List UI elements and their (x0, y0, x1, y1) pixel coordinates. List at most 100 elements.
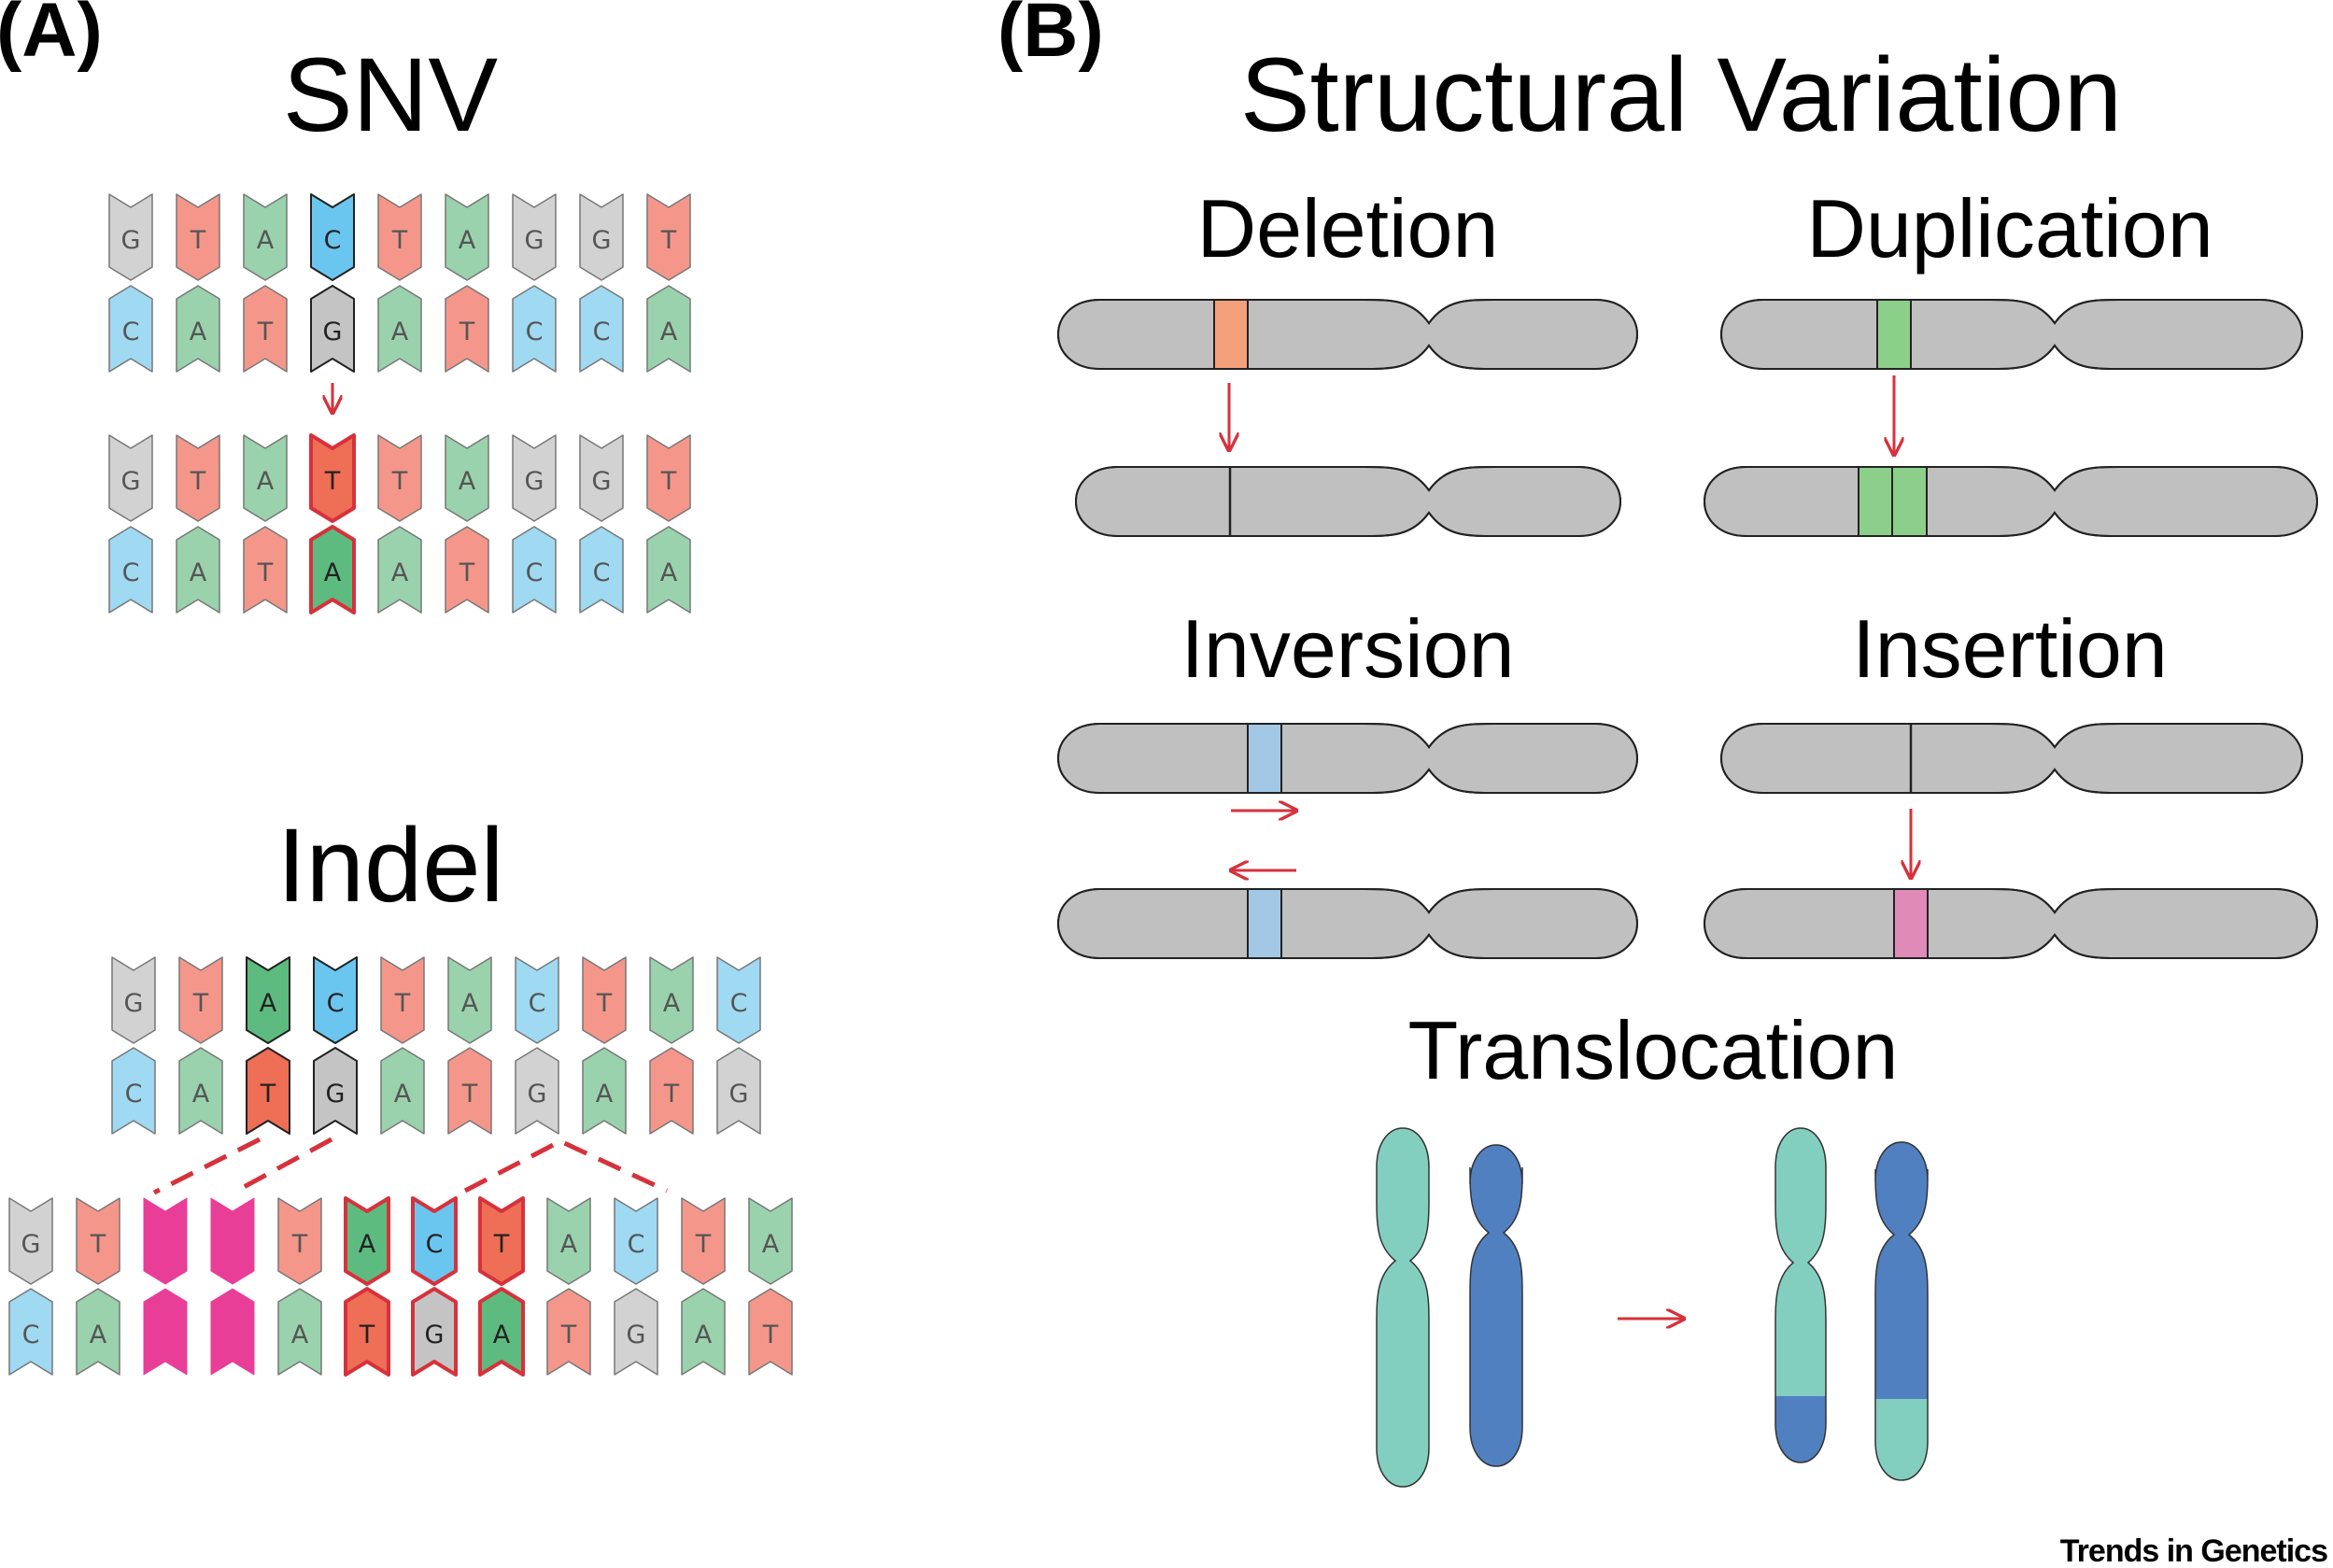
nucleotide-bottom: A (309, 525, 356, 614)
insertion-label: Insertion (1852, 602, 2168, 695)
nucleotide-bottom: A (380, 1047, 425, 1135)
nucleotide-letter: A (459, 467, 476, 496)
nucleotide-letter: A (291, 1321, 309, 1349)
nucleotide-letter: A (695, 1321, 713, 1349)
nucleotide-top: T (478, 1196, 525, 1286)
nucleotide-top: A (445, 434, 489, 522)
nucleotide-letter: G (326, 1080, 346, 1109)
nucleotide-letter: A (660, 558, 678, 587)
nucleotide-top: T (582, 956, 627, 1044)
nucleotide-bottom: G (313, 1047, 358, 1135)
nucleotide-letter: T (461, 1080, 478, 1109)
structural-variant-chromosomes (1057, 299, 2318, 959)
nucleotide-letter: A (391, 558, 409, 587)
nucleotide-top: G (111, 956, 156, 1044)
insertion-after-chromosome (1704, 888, 2318, 959)
publisher-credit: Trends in Genetics (2060, 1533, 2327, 1568)
duplication-label: Duplication (1806, 182, 2213, 275)
nucleotide-letter: A (391, 318, 409, 346)
nucleotide-letter: C (730, 989, 748, 1018)
nucleotide-bottom: T (243, 285, 288, 373)
panel-b-label: (B) (997, 0, 1104, 73)
nucleotide-top: T (176, 193, 220, 281)
nucleotide-top: A (243, 193, 288, 281)
nucleotide-bottom: C (579, 526, 624, 614)
nucleotide-letter: G (121, 226, 141, 255)
nucleotide-top (210, 1197, 255, 1285)
nucleotide-top: A (447, 956, 492, 1044)
duplication-before-chromosome (1720, 299, 2303, 370)
nucleotide-bottom (210, 1288, 255, 1376)
nucleotide-top: T (380, 956, 425, 1044)
nucleotide-letter: C (526, 318, 544, 346)
nucleotide-letter: G (121, 467, 141, 496)
insertion-before-chromosome (1720, 723, 2303, 794)
nucleotide-top: G (8, 1197, 53, 1285)
translocation-chromosomes (1376, 1127, 1929, 1488)
nucleotide-letter: T (660, 467, 677, 496)
nucleotide-letter: T (493, 1230, 510, 1259)
snv-sequence-after: G T A T T A G G T C A T A A T C C A (108, 433, 691, 614)
nucleotide-letter: T (394, 989, 411, 1018)
nucleotide-letter: A (190, 558, 207, 587)
nucleotide-letter: T (90, 1230, 106, 1259)
deletion-before-chromosome (1057, 299, 1638, 370)
translocated-segment (1775, 1396, 1826, 1462)
nucleotide-letter: A (90, 1321, 107, 1349)
nucleotide-top: T (76, 1197, 120, 1285)
nucleotide-top: T (178, 956, 223, 1044)
nucleotide-top: G (108, 193, 153, 281)
translocated-segment (1875, 1399, 1928, 1480)
nucleotide-letter: T (663, 1080, 680, 1109)
nucleotide-bottom: A (178, 1047, 223, 1135)
nucleotide-letter: C (426, 1230, 444, 1259)
nucleotide-bottom: T (243, 526, 288, 614)
nucleotide-top: G (108, 434, 153, 522)
nucleotide-bottom: T (445, 526, 489, 614)
duplication-after-chromosome (1704, 466, 2318, 537)
nucleotide-bottom: A (377, 285, 422, 373)
nucleotide-letter: C (529, 989, 546, 1018)
nucleotide-letter: T (391, 226, 408, 255)
nucleotide-top: A (243, 434, 288, 522)
nucleotide-bottom: T (649, 1047, 694, 1135)
inverted-band (1247, 724, 1282, 793)
nucleotide-top: T (277, 1197, 322, 1285)
nucleotide-letter: A (394, 1080, 412, 1109)
nucleotide-letter: T (190, 226, 206, 255)
nucleotide-top: C (614, 1197, 658, 1285)
nucleotide-bottom: T (344, 1287, 390, 1377)
inversion-before-chromosome (1057, 723, 1638, 794)
inverted-band (1247, 889, 1282, 958)
nucleotide-letter: C (22, 1321, 40, 1349)
nucleotide-letter: C (324, 226, 342, 255)
nucleotide-letter: T (391, 467, 408, 496)
nucleotide-bottom: G (614, 1288, 658, 1376)
nucleotide-letter: A (493, 1321, 511, 1349)
nucleotide-letter: G (729, 1080, 749, 1109)
translocation-chromosome-1-before (1376, 1127, 1430, 1488)
nucleotide-bottom: A (582, 1047, 627, 1135)
nucleotide-letter: G (627, 1321, 646, 1349)
deleted-band (1213, 300, 1249, 369)
nucleotide-top: G (512, 434, 557, 522)
nucleotide-top: C (716, 956, 761, 1044)
nucleotide-letter: A (324, 558, 342, 587)
nucleotide-letter: G (425, 1321, 445, 1349)
nucleotide-top: T (309, 433, 356, 523)
nucleotide-bottom: G (411, 1287, 458, 1377)
nucleotide-letter: G (21, 1230, 41, 1259)
duplicated-band-copy (1891, 467, 1928, 536)
nucleotide-top: A (546, 1197, 591, 1285)
nucleotide-top: T (377, 193, 422, 281)
nucleotide-letter: A (257, 467, 275, 496)
nucleotide-top: C (411, 1196, 458, 1286)
nucleotide-bottom: C (8, 1288, 53, 1376)
nucleotide-bottom: A (681, 1288, 726, 1376)
duplicated-band (1876, 300, 1912, 369)
nucleotide-letter: T (192, 989, 209, 1018)
nucleotide-letter: C (628, 1230, 645, 1259)
translocation-chromosome-2-before (1469, 1144, 1523, 1467)
nucleotide-letter: A (359, 1230, 376, 1259)
